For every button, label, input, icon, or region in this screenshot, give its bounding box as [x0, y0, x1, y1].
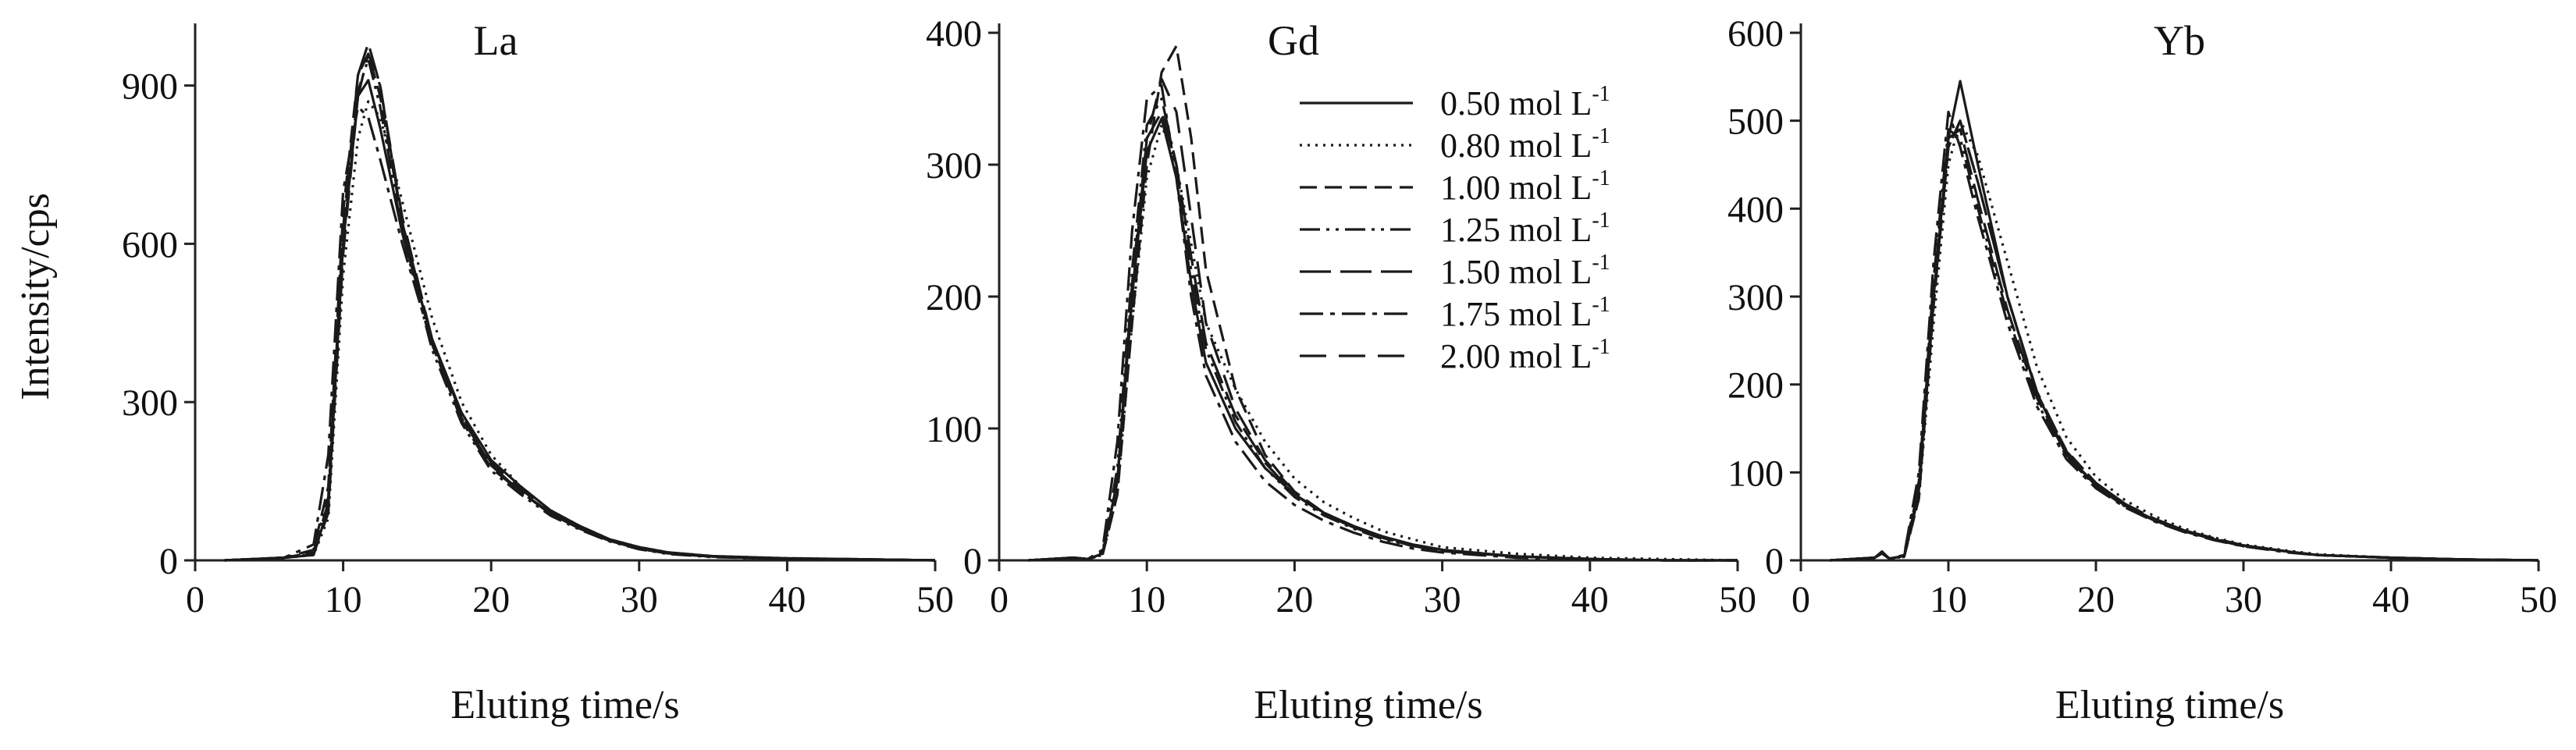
x-tick-label: 50 [2520, 579, 2557, 620]
legend-label-superscript: -1 [1592, 208, 1610, 233]
x-tick-label: 10 [1128, 579, 1165, 620]
series-line-7 [224, 52, 936, 562]
legend-item: 0.50 mol L-1 [1300, 82, 1610, 123]
y-tick-label: 300 [122, 382, 178, 424]
series-line-7 [1830, 119, 2539, 562]
y-tick-label: 900 [122, 66, 178, 108]
x-tick-label: 50 [916, 579, 954, 620]
legend-label: 1.00 mol L-1 [1440, 166, 1610, 207]
series-line-2 [1028, 123, 1738, 562]
x-tick-label: 40 [768, 579, 806, 620]
legend: 0.50 mol L-10.80 mol L-11.00 mol L-11.25… [1300, 82, 1610, 375]
series-line-6 [1830, 110, 2539, 562]
y-tick-label: 300 [1727, 277, 1784, 318]
series-line-6 [1028, 84, 1738, 562]
legend-label: 1.75 mol L-1 [1440, 293, 1610, 333]
y-tick-label: 400 [926, 13, 982, 55]
x-tick-label: 40 [2372, 579, 2410, 620]
series-line-6 [224, 105, 936, 562]
x-tick-label: 10 [325, 579, 362, 620]
legend-label-superscript: -1 [1592, 335, 1610, 359]
series-line-1 [1830, 80, 2539, 562]
y-tick-label: 0 [963, 541, 982, 582]
legend-label: 2.00 mol L-1 [1440, 335, 1610, 375]
y-tick-label: 200 [1727, 365, 1784, 407]
series-line-3 [224, 52, 936, 562]
x-tick-label: 20 [472, 579, 510, 620]
x-tick-label: 0 [186, 579, 205, 620]
y-tick-label: 600 [1727, 13, 1784, 55]
panel-title: Gd [1268, 17, 1319, 64]
series-line-4 [224, 58, 936, 562]
series-line-7 [1028, 77, 1738, 562]
y-tick-label: 100 [1727, 453, 1784, 494]
x-tick-label: 30 [2225, 579, 2262, 620]
series-line-4 [1830, 128, 2539, 562]
legend-item: 1.00 mol L-1 [1300, 166, 1610, 207]
x-axis-title: Eluting time/s [450, 683, 679, 727]
series-line-2 [224, 100, 936, 562]
y-axis-title: Intensity/cps [13, 193, 58, 400]
series-line-3 [1830, 119, 2539, 562]
series-line-5 [1830, 128, 2539, 562]
x-tick-label: 40 [1571, 579, 1609, 620]
legend-label: 1.50 mol L-1 [1440, 251, 1610, 291]
x-tick-label: 20 [2077, 579, 2115, 620]
legend-label-superscript: -1 [1592, 124, 1610, 148]
legend-label-superscript: -1 [1592, 166, 1610, 190]
y-tick-label: 100 [926, 409, 982, 450]
legend-item: 1.75 mol L-1 [1300, 293, 1610, 333]
legend-item: 0.80 mol L-1 [1300, 124, 1610, 165]
series-line-3 [1028, 44, 1738, 562]
legend-label-superscript: -1 [1592, 251, 1610, 275]
panel-la: 0 300 600 900 0 10 20 30 40 50 La Eluting time/s Int… [13, 17, 954, 727]
series-line-1 [1028, 117, 1738, 562]
y-tick-label: 200 [926, 277, 982, 318]
legend-label: 0.80 mol L-1 [1440, 124, 1610, 165]
legend-label: 0.50 mol L-1 [1440, 82, 1610, 123]
x-tick-label: 0 [1791, 579, 1810, 620]
x-axis-title: Eluting time/s [2055, 683, 2284, 727]
x-tick-label: 30 [621, 579, 658, 620]
y-tick-label: 500 [1727, 101, 1784, 143]
panel-gd: 0 100 200 300 400 0 10 20 30 40 50 Gd Eluting time/s [926, 13, 1756, 727]
y-tick-label: 0 [1765, 541, 1784, 582]
legend-item: 2.00 mol L-1 [1300, 335, 1610, 375]
y-tick-label: 400 [1727, 189, 1784, 230]
x-tick-label: 50 [1719, 579, 1756, 620]
x-tick-label: 30 [1424, 579, 1461, 620]
panel-title: La [474, 17, 518, 64]
y-tick-label: 0 [159, 541, 178, 582]
series-line-4 [1028, 97, 1738, 562]
series-line-5 [1028, 110, 1738, 562]
y-tick-label: 600 [122, 224, 178, 265]
x-tick-label: 0 [990, 579, 1009, 620]
x-axis-title: Eluting time/s [1254, 683, 1482, 727]
legend-item: 1.25 mol L-1 [1300, 208, 1610, 249]
panel-yb: 0 100 200 300 400 500 600 0 10 20 30 40 50 Yb Eluting … [1727, 13, 2557, 727]
panel-title: Yb [2154, 17, 2205, 64]
legend-label: 1.25 mol L-1 [1440, 208, 1610, 249]
series-line-1 [224, 79, 936, 562]
legend-label-superscript: -1 [1592, 82, 1610, 106]
legend-item: 1.50 mol L-1 [1300, 251, 1610, 291]
y-tick-label: 300 [926, 145, 982, 187]
x-tick-label: 10 [1930, 579, 1967, 620]
x-tick-label: 20 [1276, 579, 1313, 620]
series-line-2 [1830, 119, 2539, 562]
legend-label-superscript: -1 [1592, 293, 1610, 317]
